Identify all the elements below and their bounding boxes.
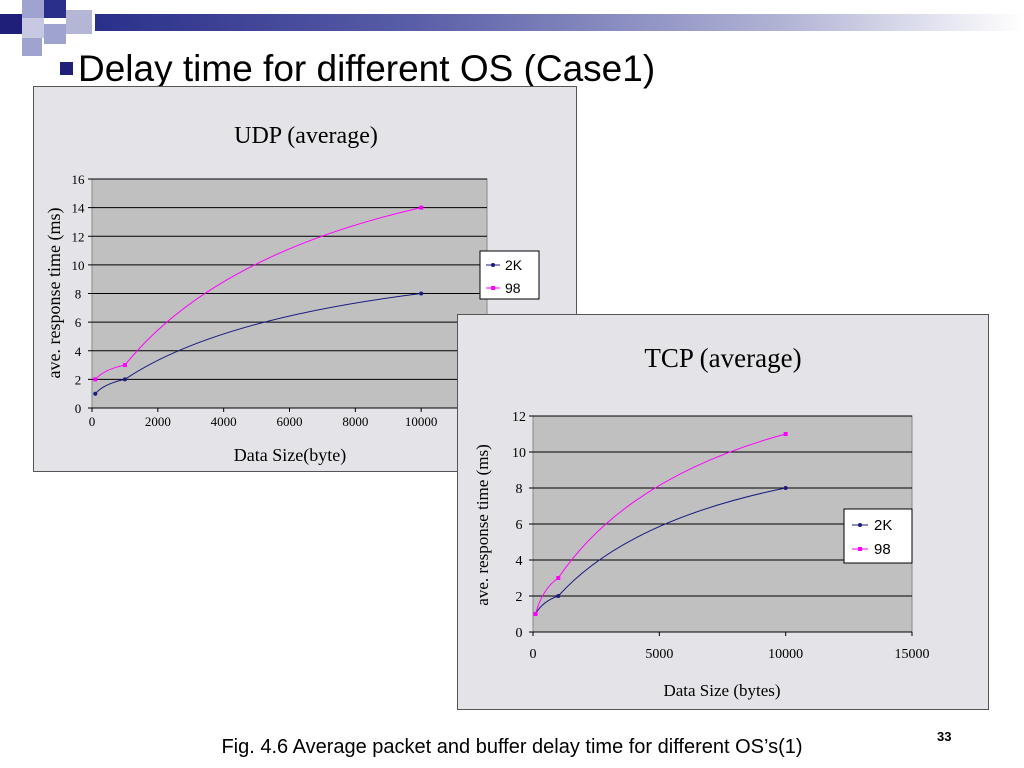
decor-square <box>22 0 44 18</box>
x-tick-label: 8000 <box>342 414 368 429</box>
decor-square <box>66 10 92 34</box>
slide-number: 33 <box>937 729 952 744</box>
legend-label-2k: 2K <box>874 517 892 534</box>
x-tick-label: 2000 <box>145 414 171 429</box>
data-point-98 <box>556 576 561 580</box>
data-point-98 <box>419 205 424 210</box>
legend-label-98: 98 <box>874 541 891 558</box>
x-axis-label: Data Size(byte) <box>234 445 346 466</box>
legend-marker-98 <box>858 547 862 551</box>
y-tick-label: 8 <box>75 287 82 302</box>
udp-chart-panel: UDP (average) 0 2 4 6 8 10 12 14 16 0 2000 4000 6000… <box>33 86 577 472</box>
y-tick-label: 8 <box>516 482 523 497</box>
legend-box <box>479 250 540 300</box>
series-line-2K <box>94 293 422 395</box>
series-line-98 <box>535 433 786 615</box>
x-tick-label: 10000 <box>405 414 438 429</box>
x-tick-label: 10000 <box>768 647 803 662</box>
tcp-chart-panel: TCP (average) 0 2 4 6 8 10 12 0 5000 10000 15000 D… <box>457 314 989 710</box>
x-tick-label: 6000 <box>277 414 303 429</box>
series-line-2K <box>535 487 786 615</box>
y-tick-label: 4 <box>516 554 523 569</box>
legend-marker-2k <box>491 263 495 267</box>
udp-chart: UDP (average) 0 2 4 6 8 10 12 14 16 0 2000 4000 6000… <box>44 123 540 466</box>
decor-square <box>44 24 66 44</box>
data-point-2K <box>122 377 127 382</box>
tcp-chart: TCP (average) 0 2 4 6 8 10 12 0 5000 10000 15000 D… <box>473 343 930 700</box>
decor-square <box>22 38 42 56</box>
legend-label-2k: 2K <box>505 257 523 273</box>
legend-marker-2k <box>858 523 862 527</box>
y-tick-label: 10 <box>72 258 85 273</box>
series-line-98 <box>94 207 422 380</box>
y-tick-label: 2 <box>75 372 82 387</box>
slide-title-text: Delay time for different OS (Case1) <box>78 48 656 89</box>
legend-box <box>843 508 913 564</box>
data-point-98 <box>122 363 127 368</box>
chart-title: TCP (average) <box>644 343 801 373</box>
decor-square <box>44 0 66 18</box>
y-tick-label: 0 <box>516 626 523 641</box>
y-tick-label: 4 <box>75 344 82 359</box>
square-bullet-icon <box>60 61 73 75</box>
decor-square <box>22 18 44 38</box>
legend: 2K 98 <box>479 250 540 300</box>
y-tick-label: 10 <box>512 446 526 461</box>
data-point-98 <box>93 377 98 382</box>
y-axis-label: ave. response time (ms) <box>473 444 492 605</box>
y-tick-label: 16 <box>72 172 86 187</box>
x-tick-label: 15000 <box>895 647 930 662</box>
figure-caption: Fig. 4.6 Average packet and buffer delay… <box>221 736 803 758</box>
data-point-98 <box>783 432 788 436</box>
data-point-2K <box>556 594 561 598</box>
x-tick-label: 5000 <box>645 647 673 662</box>
slide-title: Delay time for different OS (Case1) <box>60 48 655 90</box>
data-point-2K <box>93 391 98 396</box>
y-tick-label: 12 <box>72 229 85 244</box>
legend-label-98: 98 <box>505 280 521 296</box>
y-tick-label: 14 <box>72 201 86 216</box>
data-point-98 <box>533 612 538 616</box>
x-tick-label: 4000 <box>211 414 237 429</box>
y-tick-label: 6 <box>75 315 82 330</box>
chart-title: UDP (average) <box>234 123 378 149</box>
header-gradient-bar <box>95 14 1024 31</box>
x-axis-label: Data Size (bytes) <box>663 681 780 700</box>
decor-square <box>0 14 22 34</box>
data-point-2K <box>419 291 424 296</box>
y-tick-label: 0 <box>75 401 82 416</box>
y-tick-label: 12 <box>512 410 526 425</box>
legend: 2K 98 <box>843 508 913 564</box>
x-tick-label: 0 <box>530 647 537 662</box>
y-tick-label: 2 <box>516 590 523 605</box>
data-point-2K <box>783 486 788 490</box>
y-tick-label: 6 <box>516 518 523 533</box>
x-tick-label: 0 <box>89 414 96 429</box>
y-axis-label: ave. response time (ms) <box>44 208 65 379</box>
legend-marker-98 <box>491 286 495 290</box>
